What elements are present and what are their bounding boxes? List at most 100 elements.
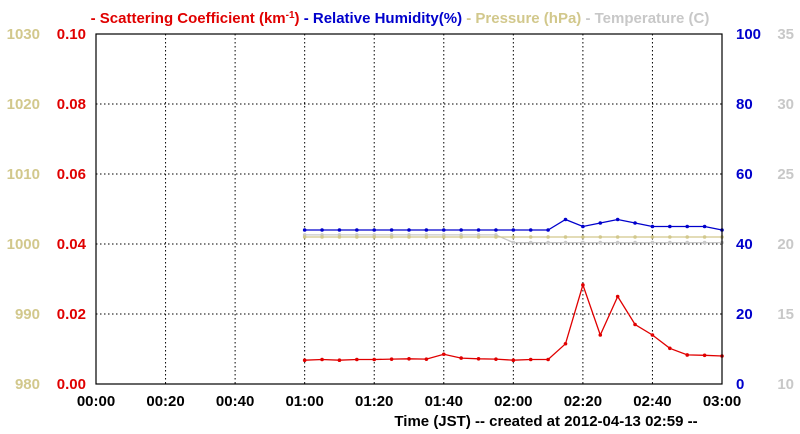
series-layer	[302, 217, 724, 363]
scattering-coefficient-point	[650, 333, 655, 337]
relative-humidity-point	[668, 224, 672, 229]
pressure-point	[528, 235, 533, 239]
scattering-coefficient-point	[424, 357, 429, 361]
scattering-coefficient-point	[407, 357, 411, 361]
relative-humidity-point	[702, 224, 707, 229]
pressure-axis-tick-label: 980	[15, 376, 40, 393]
temperature-point	[633, 240, 637, 245]
temperature-axis-tick-label: 10	[777, 376, 794, 393]
relative-humidity-point	[546, 228, 550, 232]
scattering-coefficient-point	[355, 357, 359, 362]
grid-lines	[96, 34, 722, 384]
relative-humidity-point	[494, 228, 498, 232]
pressure-point	[511, 235, 516, 239]
pressure-point	[372, 235, 377, 239]
pressure-point	[355, 235, 359, 239]
x-tick-label: 02:00	[494, 393, 532, 410]
scattering-coefficient-point	[476, 357, 481, 361]
tick-labels: 00:00 00:20 00:40 01:00 01:20 01:40 02:00 02:20…	[7, 26, 794, 410]
temperature-axis-tick-label: 25	[777, 166, 794, 183]
pressure-point	[389, 235, 394, 239]
plot-frame	[95, 33, 723, 385]
humidity-axis-tick-label: 20	[736, 306, 753, 323]
scattering-axis-tick-label: 0.02	[57, 306, 86, 323]
relative-humidity-point	[633, 221, 637, 225]
temperature-point	[581, 240, 585, 245]
temperature-point	[615, 240, 620, 245]
relative-humidity-point	[528, 228, 533, 232]
pressure-point	[476, 235, 481, 239]
pressure-point	[424, 235, 429, 239]
x-tick-label: 01:20	[355, 393, 393, 410]
pressure-point	[650, 235, 655, 239]
x-axis-label: Time (JST) -- created at 2012-04-13 02:5…	[394, 413, 697, 430]
pressure-point	[563, 235, 568, 239]
title-segment: - Temperature (C)	[581, 10, 709, 27]
temperature-axis-tick-label: 20	[777, 236, 794, 253]
pressure-point	[302, 235, 307, 239]
scattering-coefficient-point	[389, 357, 394, 361]
relative-humidity-point	[615, 217, 620, 222]
relative-humidity-point	[407, 228, 411, 232]
temperature-point	[528, 240, 533, 245]
relative-humidity-point	[581, 224, 585, 229]
title-segment: - Relative Humidity(%)	[300, 10, 463, 27]
relative-humidity-point	[320, 228, 324, 232]
temperature-point	[668, 240, 672, 245]
relative-humidity-point	[459, 228, 463, 232]
pressure-axis-tick-label: 1010	[7, 166, 40, 183]
pressure-point	[581, 235, 585, 239]
x-tick-label: 02:20	[564, 393, 602, 410]
x-tick-label: 00:00	[77, 393, 115, 410]
scattering-coefficient-point	[668, 346, 672, 351]
scattering-coefficient-point	[511, 358, 516, 363]
title-segment: - Scattering Coefficient (km	[91, 10, 286, 27]
x-tick-label: 01:00	[285, 393, 323, 410]
temperature-point	[650, 240, 655, 245]
title-segment: )	[295, 10, 300, 27]
scattering-axis-tick-label: 0.06	[57, 166, 86, 183]
scattering-coefficient-point	[459, 356, 463, 360]
x-tick-label: 00:40	[216, 393, 254, 410]
scattering-coefficient-point	[320, 357, 324, 362]
scattering-coefficient-point	[702, 353, 707, 358]
temperature-point	[511, 240, 516, 245]
scattering-coefficient-point	[337, 358, 342, 363]
relative-humidity-point	[389, 228, 394, 232]
relative-humidity-point	[563, 217, 568, 222]
x-tick-label: 00:20	[146, 393, 184, 410]
temperature-point	[563, 240, 568, 245]
relative-humidity-point	[476, 228, 481, 232]
humidity-axis-tick-label: 100	[736, 26, 761, 43]
relative-humidity-point	[337, 228, 342, 232]
relative-humidity-point	[650, 224, 655, 229]
scattering-coefficient-point	[494, 357, 498, 361]
x-tick-label: 01:40	[425, 393, 463, 410]
pressure-point	[633, 235, 637, 239]
pressure-axis-tick-label: 1020	[7, 96, 40, 113]
temperature-point	[702, 240, 707, 245]
pressure-point	[494, 235, 498, 239]
scattering-axis-tick-label: 0.04	[57, 236, 87, 253]
pressure-point	[685, 235, 690, 239]
pressure-axis-tick-label: 1000	[7, 236, 40, 253]
temperature-point	[546, 240, 550, 245]
scattering-coefficient-point	[546, 357, 550, 362]
pressure-point	[320, 235, 324, 239]
humidity-axis-tick-label: 80	[736, 96, 753, 113]
relative-humidity-point	[511, 228, 516, 232]
pressure-point	[337, 235, 342, 239]
relative-humidity-point	[424, 228, 429, 232]
pressure-axis-tick-label: 990	[15, 306, 40, 323]
scattering-coefficient-point	[685, 353, 690, 357]
x-tick-label: 02:40	[633, 393, 671, 410]
pressure-point	[459, 235, 463, 239]
relative-humidity-point	[685, 224, 690, 229]
temperature-axis-tick-label: 35	[777, 26, 794, 43]
scattering-coefficient-point	[633, 322, 637, 327]
temperature-axis-tick-label: 15	[777, 306, 794, 323]
relative-humidity-point	[302, 228, 307, 232]
relative-humidity-point	[441, 228, 446, 232]
pressure-point	[407, 235, 411, 239]
